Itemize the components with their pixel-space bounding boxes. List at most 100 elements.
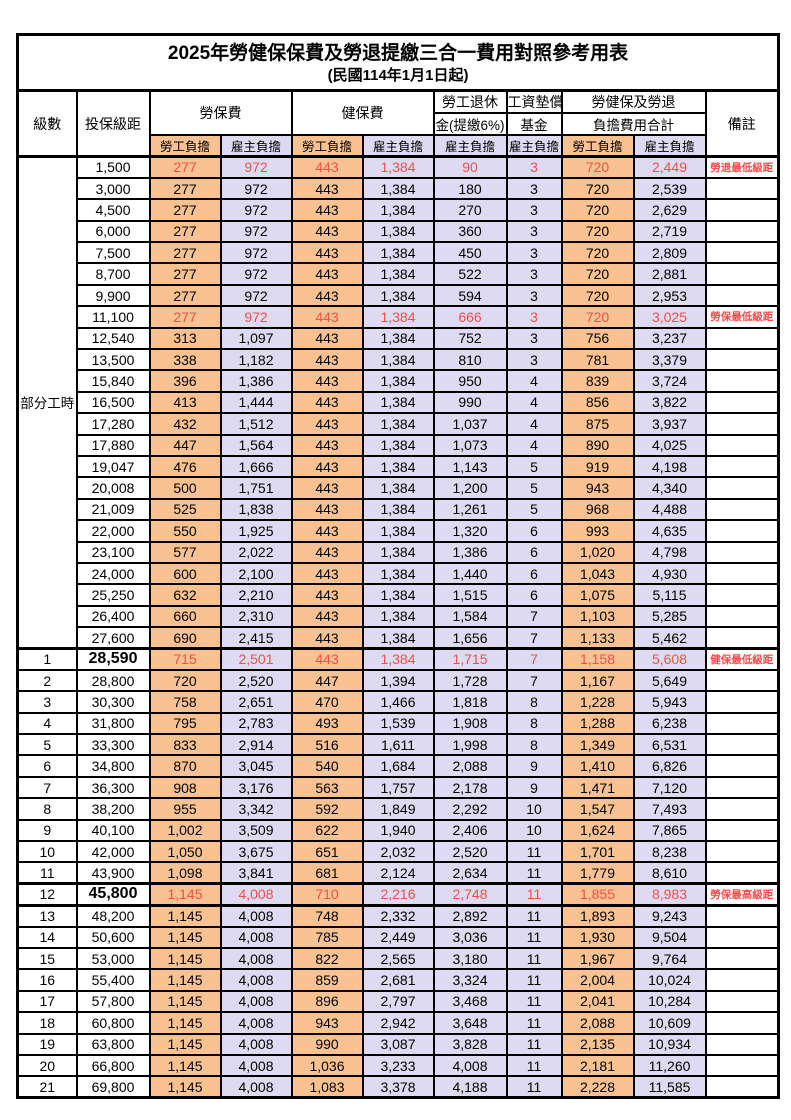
- cell-health-employee: 443: [290, 519, 364, 543]
- cell-total-employee: 890: [560, 433, 635, 457]
- cell-health-employee: 443: [290, 604, 364, 629]
- cell-total-employer: 11,260: [632, 1053, 707, 1078]
- cell-pension-employer: 3,036: [432, 925, 508, 949]
- cell-remark: [704, 668, 780, 693]
- cell-labor-employee: 577: [148, 540, 222, 564]
- cell-wage-fund-employer: 8: [505, 690, 563, 714]
- cell-health-employee: 447: [290, 668, 364, 693]
- cell-labor-employee: 660: [148, 604, 222, 629]
- cell-pension-employer: 3,828: [432, 1032, 508, 1056]
- cell-remark: [704, 241, 780, 265]
- cell-total-employer: 10,024: [632, 968, 707, 992]
- cell-labor-employer: 972: [219, 283, 293, 308]
- cell-total-employer: 5,943: [632, 690, 707, 714]
- table-row: 3,000 277 972 443 1,384 180 3 720 2,539: [18, 176, 780, 201]
- cell-wage-fund-employer: 11: [505, 968, 563, 992]
- cell-health-employer: 2,032: [361, 839, 435, 864]
- table-row: 12 45,800 1,145 4,008 710 2,216 2,748 11 1,855 8,…: [16, 882, 780, 907]
- cell-health-employee: 443: [290, 433, 364, 457]
- cell-remark: [704, 433, 780, 457]
- cell-labor-employer: 2,501: [219, 646, 293, 671]
- cell-total-employer: 2,881: [632, 262, 707, 286]
- cell-total-employee: 720: [560, 176, 635, 201]
- cell-pension-employer: 270: [432, 198, 508, 222]
- cell-remark: [704, 604, 780, 629]
- table-row: 22,000 550 1,925 443 1,384 1,320 6 993 4,635: [18, 519, 780, 543]
- cell-level: 18: [16, 1011, 78, 1035]
- cell-bracket: 25,250: [75, 583, 151, 607]
- cell-wage-fund-employer: 4: [505, 390, 563, 415]
- cell-level: 9: [16, 818, 78, 843]
- cell-labor-employee: 690: [148, 626, 222, 650]
- cell-total-employer: 2,809: [632, 241, 707, 265]
- cell-labor-employer: 4,008: [219, 1053, 293, 1078]
- cell-total-employee: 1,701: [560, 839, 635, 864]
- cell-health-employer: 3,378: [361, 1075, 435, 1099]
- cell-wage-fund-employer: 3: [505, 176, 563, 201]
- table-row: 20 66,800 1,145 4,008 1,036 3,233 4,008 11 2,181…: [16, 1053, 780, 1078]
- cell-health-employee: 681: [290, 861, 364, 885]
- cell-health-employer: 1,384: [361, 219, 435, 244]
- cell-wage-fund-employer: 9: [505, 754, 563, 778]
- cell-total-employer: 4,340: [632, 476, 707, 500]
- table-row: 15,840 396 1,386 443 1,384 950 4 839 3,724: [18, 369, 780, 393]
- cell-wage-fund-employer: 11: [505, 946, 563, 971]
- col-header-health-insurance: 健保費: [290, 89, 435, 136]
- cell-health-employee: 622: [290, 818, 364, 843]
- cell-labor-employee: 277: [148, 198, 222, 222]
- cell-total-employer: 6,238: [632, 711, 707, 736]
- page-title: 2025年勞健保保費及勞退提繳三合一費用對照參考用表: [167, 43, 629, 65]
- cell-pension-employer: 4,008: [432, 1053, 508, 1078]
- cell-labor-employee: 1,050: [148, 839, 222, 864]
- cell-total-employer: 6,826: [632, 754, 707, 778]
- cell-total-employee: 856: [560, 390, 635, 415]
- cell-labor-employer: 2,210: [219, 583, 293, 607]
- cell-labor-employee: 277: [148, 262, 222, 286]
- table-row: 23,100 577 2,022 443 1,384 1,386 6 1,020 4,798: [18, 540, 780, 564]
- cell-level: 5: [16, 733, 78, 757]
- cell-total-employer: 8,238: [632, 839, 707, 864]
- cell-health-employee: 443: [290, 540, 364, 564]
- cell-total-employer: 11,585: [632, 1075, 707, 1099]
- cell-total-employee: 1,410: [560, 754, 635, 778]
- cell-health-employer: 1,384: [361, 476, 435, 500]
- cell-labor-employee: 833: [148, 733, 222, 757]
- cell-labor-employer: 1,182: [219, 347, 293, 372]
- table-row: 11,100 277 972 443 1,384 666 3 720 3,025 勞保最低級距: [18, 305, 780, 329]
- cell-wage-fund-employer: 3: [505, 198, 563, 222]
- cell-level: 6: [16, 754, 78, 778]
- cell-remark: [704, 754, 780, 778]
- cell-level: 3: [16, 690, 78, 714]
- cell-health-employee: 443: [290, 561, 364, 586]
- cell-remark: 勞保最低級距: [704, 305, 780, 329]
- cell-total-employer: 9,504: [632, 925, 707, 949]
- cell-total-employer: 10,934: [632, 1032, 707, 1056]
- cell-wage-fund-employer: 11: [505, 925, 563, 949]
- cell-remark: [704, 861, 780, 885]
- cell-labor-employee: 600: [148, 561, 222, 586]
- cell-total-employee: 943: [560, 476, 635, 500]
- cell-pension-employer: 1,440: [432, 561, 508, 586]
- cell-wage-fund-employer: 3: [505, 241, 563, 265]
- subheader-total-employee: 勞工負擔: [560, 134, 635, 158]
- cell-health-employer: 1,384: [361, 433, 435, 457]
- cell-labor-employee: 396: [148, 369, 222, 393]
- cell-bracket: 45,800: [75, 882, 151, 907]
- cell-labor-employer: 972: [219, 241, 293, 265]
- cell-labor-employer: 3,509: [219, 818, 293, 843]
- cell-labor-employer: 1,444: [219, 390, 293, 415]
- cell-wage-fund-employer: 7: [505, 646, 563, 671]
- cell-health-employer: 1,384: [361, 283, 435, 308]
- cell-labor-employee: 447: [148, 433, 222, 457]
- cell-health-employer: 1,384: [361, 155, 435, 179]
- cell-wage-fund-employer: 6: [505, 540, 563, 564]
- cell-health-employer: 1,384: [361, 626, 435, 650]
- cell-labor-employer: 4,008: [219, 925, 293, 949]
- cell-labor-employer: 1,838: [219, 497, 293, 522]
- cell-level: 4: [16, 711, 78, 736]
- cell-wage-fund-employer: 7: [505, 626, 563, 650]
- cell-health-employee: 443: [290, 412, 364, 436]
- cell-remark: [704, 198, 780, 222]
- cell-labor-employee: 277: [148, 176, 222, 201]
- cell-health-employee: 443: [290, 176, 364, 201]
